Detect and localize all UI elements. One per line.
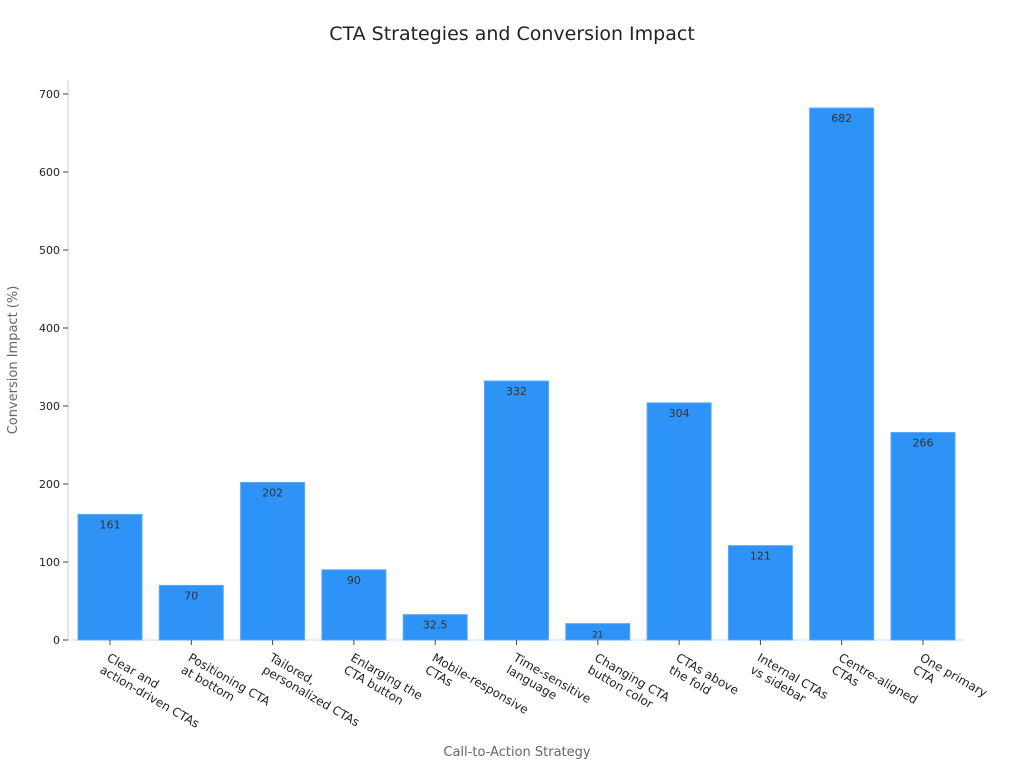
- y-tick-label: 200: [39, 478, 60, 491]
- bar-value-label: 70: [184, 589, 198, 602]
- bar-value-label: 202: [262, 486, 283, 499]
- y-tick-label: 500: [39, 244, 60, 257]
- x-tick-label: Internal CTAsvs sidebar: [748, 650, 831, 714]
- bar-value-label: 266: [913, 437, 934, 450]
- y-axis-label: Conversion Impact (%): [6, 286, 21, 435]
- x-tick-label: CTAs abovethe fold: [667, 650, 742, 709]
- bar-value-label: 121: [750, 550, 771, 563]
- x-tick-label: One primaryCTA: [911, 650, 990, 712]
- bar-value-label: 90: [347, 574, 361, 587]
- bar-value-label: 161: [100, 518, 121, 531]
- bar-value-label: 304: [669, 407, 690, 420]
- chart-title: CTA Strategies and Conversion Impact: [329, 23, 695, 45]
- bar: [158, 584, 224, 641]
- bar: [484, 380, 549, 641]
- bar-value-label: 682: [831, 112, 852, 125]
- bar: [890, 432, 956, 641]
- y-tick-label: 0: [53, 634, 60, 647]
- x-tick-label: Enlarging theCTA button: [341, 650, 425, 714]
- bar-value-label: 21: [592, 631, 603, 641]
- y-tick-label: 600: [39, 166, 60, 179]
- bar: [809, 107, 875, 641]
- bar-value-label: 332: [506, 385, 527, 398]
- x-tick-label: Changing CTAbutton color: [585, 650, 672, 717]
- bar: [727, 545, 793, 641]
- bar-value-label: 32.5: [423, 619, 448, 632]
- y-tick-label: 100: [39, 556, 60, 569]
- bar: [646, 402, 712, 641]
- y-tick-label: 400: [39, 322, 60, 335]
- x-tick-label: Centre-alignedCTAs: [829, 650, 920, 719]
- bar: [77, 513, 143, 641]
- bar: [240, 481, 306, 641]
- y-tick-label: 700: [39, 88, 60, 101]
- y-tick-label: 300: [39, 400, 60, 413]
- x-tick-label: Positioning CTAat bottom: [179, 650, 273, 721]
- x-axis-label: Call-to-Action Strategy: [443, 745, 591, 760]
